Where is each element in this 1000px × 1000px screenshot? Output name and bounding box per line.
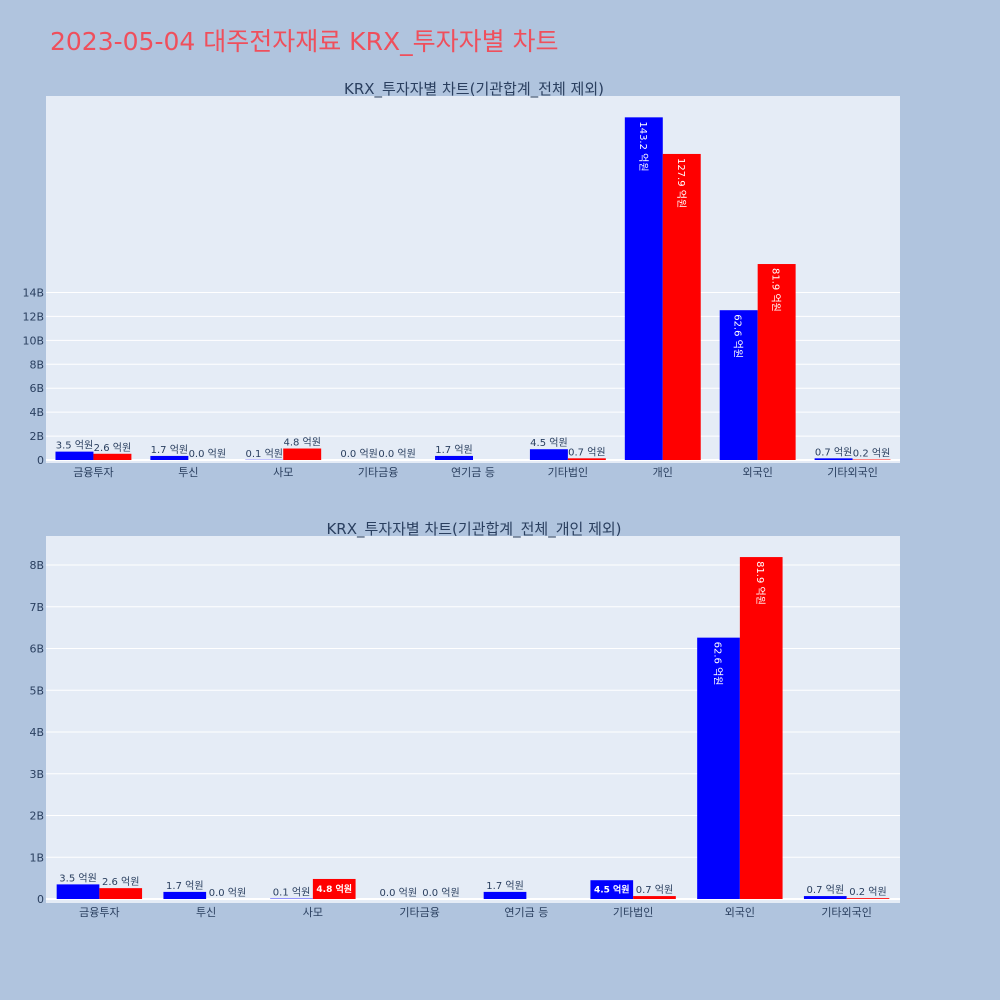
x-tick-label: 금융투자 xyxy=(79,906,119,919)
bar-value-label: 0.1 억원 xyxy=(273,887,310,899)
bar-value-label: 4.8 억원 xyxy=(283,437,320,449)
buy-bar xyxy=(55,451,94,460)
bar-value-label: 0.1 억원 xyxy=(246,448,283,460)
bar-value-label: 127.9 억원 xyxy=(675,158,687,208)
sell-bar xyxy=(283,448,322,460)
x-tick-label: 외국인 xyxy=(742,466,772,479)
x-tick-label: 투신 xyxy=(178,466,198,479)
y-tick-label: 4B xyxy=(29,726,44,739)
bar-value-label: 0.7 억원 xyxy=(815,446,852,458)
y-tick-label: 5B xyxy=(29,684,44,697)
page-title: 2023-05-04 대주전자재료 KRX_투자자별 차트 xyxy=(50,27,559,56)
y-tick-label: 0 xyxy=(37,454,44,467)
y-tick-label: 8B xyxy=(29,358,44,371)
sell-bar xyxy=(93,453,132,460)
x-tick-label: 기타외국인 xyxy=(827,466,878,479)
buy-bar xyxy=(150,455,189,460)
bar-value-label: 1.7 억원 xyxy=(486,880,523,892)
y-tick-label: 6B xyxy=(29,382,44,395)
y-tick-label: 1B xyxy=(29,851,44,864)
y-tick-label: 8B xyxy=(29,559,44,572)
y-tick-label: 2B xyxy=(29,810,44,823)
bar-value-label: 81.9 억원 xyxy=(754,561,766,605)
bar-value-label: 0.7 억원 xyxy=(636,884,673,896)
y-tick-label: 14B xyxy=(22,287,44,300)
bar-value-label: 0.0 억원 xyxy=(189,448,226,460)
chart-subtitle: KRX_투자자별 차트(기관합계_전체 제외) xyxy=(344,80,604,99)
bar-value-label: 4.5 억원 xyxy=(594,884,630,896)
bar-value-label: 3.5 억원 xyxy=(56,440,93,452)
bar-value-label: 4.5 억원 xyxy=(530,437,567,449)
sell-bar xyxy=(739,557,783,899)
bar-value-label: 0.2 억원 xyxy=(849,886,886,898)
bar-value-label: 0.7 억원 xyxy=(807,884,844,896)
x-tick-label: 금융투자 xyxy=(73,466,113,479)
bar-value-label: 1.7 억원 xyxy=(435,444,472,456)
bar-value-label: 62.6 억원 xyxy=(712,642,724,686)
x-tick-label: 연기금 등 xyxy=(451,466,495,479)
bar-value-label: 3.5 억원 xyxy=(59,872,96,884)
bar-value-label: 4.8 억원 xyxy=(316,883,352,895)
x-tick-label: 기타법인 xyxy=(613,906,653,919)
chart-subtitle: KRX_투자자별 차트(기관합계_전체_개인 제외) xyxy=(326,520,621,539)
x-tick-label: 사모 xyxy=(273,466,293,479)
buy-bar xyxy=(803,896,847,899)
y-tick-label: 2B xyxy=(29,430,44,443)
buy-bar xyxy=(56,884,100,899)
bar-value-label: 0.0 억원 xyxy=(209,887,246,899)
bar-value-label: 0.0 억원 xyxy=(378,448,415,460)
sell-bar xyxy=(567,458,606,460)
y-tick-label: 6B xyxy=(29,643,44,656)
buy-bar xyxy=(483,891,527,899)
buy-bar xyxy=(163,891,207,899)
x-tick-label: 기타금융 xyxy=(358,466,398,479)
sell-bar xyxy=(312,878,356,899)
y-tick-label: 0 xyxy=(37,893,44,906)
x-tick-label: 사모 xyxy=(303,906,323,919)
bar-value-label: 1.7 억원 xyxy=(166,880,203,892)
bar-value-label: 81.9 억원 xyxy=(770,268,782,312)
x-tick-label: 연기금 등 xyxy=(504,906,548,919)
x-tick-label: 외국인 xyxy=(725,906,755,919)
x-tick-label: 투신 xyxy=(196,906,216,919)
bar-value-label: 0.0 억원 xyxy=(380,887,417,899)
sell-bar xyxy=(846,898,890,899)
buy-bar xyxy=(435,455,473,460)
y-tick-label: 12B xyxy=(22,310,44,323)
y-tick-label: 4B xyxy=(29,406,44,419)
x-tick-label: 기타금융 xyxy=(399,906,439,919)
lower-chart: KRX_투자자별 차트(기관합계_전체_개인 제외) 0 1B 2B 3B 4B 5B 6B 7… xyxy=(29,520,900,919)
bar-value-label: 62.6 억원 xyxy=(732,314,744,358)
sell-bar xyxy=(757,264,796,460)
bar-value-label: 0.0 억원 xyxy=(422,887,459,899)
sell-bar xyxy=(662,153,701,461)
sell-bar xyxy=(633,896,676,899)
buy-bar xyxy=(814,458,853,460)
sell-bar xyxy=(99,888,143,899)
buy-bar xyxy=(590,880,634,899)
y-tick-label: 3B xyxy=(29,768,44,781)
x-tick-label: 개인 xyxy=(653,466,673,479)
y-tick-label: 7B xyxy=(29,601,44,614)
bar-value-label: 0.0 억원 xyxy=(340,448,377,460)
buy-bar xyxy=(697,637,740,899)
buy-bar xyxy=(719,310,758,460)
x-tick-label: 기타외국인 xyxy=(821,906,872,919)
buy-bar xyxy=(624,117,663,460)
bar-value-label: 1.7 억원 xyxy=(151,444,188,456)
y-tick-label: 10B xyxy=(22,334,44,347)
bar-value-label: 0.7 억원 xyxy=(568,446,605,458)
upper-chart: KRX_투자자별 차트(기관합계_전체 제외) 0 2B 4B 6B 8B 10B 12B 14… xyxy=(22,80,900,479)
bar-value-label: 2.6 억원 xyxy=(102,876,139,888)
bar-value-label: 143.2 억원 xyxy=(637,121,649,171)
buy-bar xyxy=(529,449,568,460)
x-tick-label: 기타법인 xyxy=(548,466,588,479)
bar-value-label: 0.2 억원 xyxy=(853,448,890,460)
bar-value-label: 2.6 억원 xyxy=(94,442,131,454)
